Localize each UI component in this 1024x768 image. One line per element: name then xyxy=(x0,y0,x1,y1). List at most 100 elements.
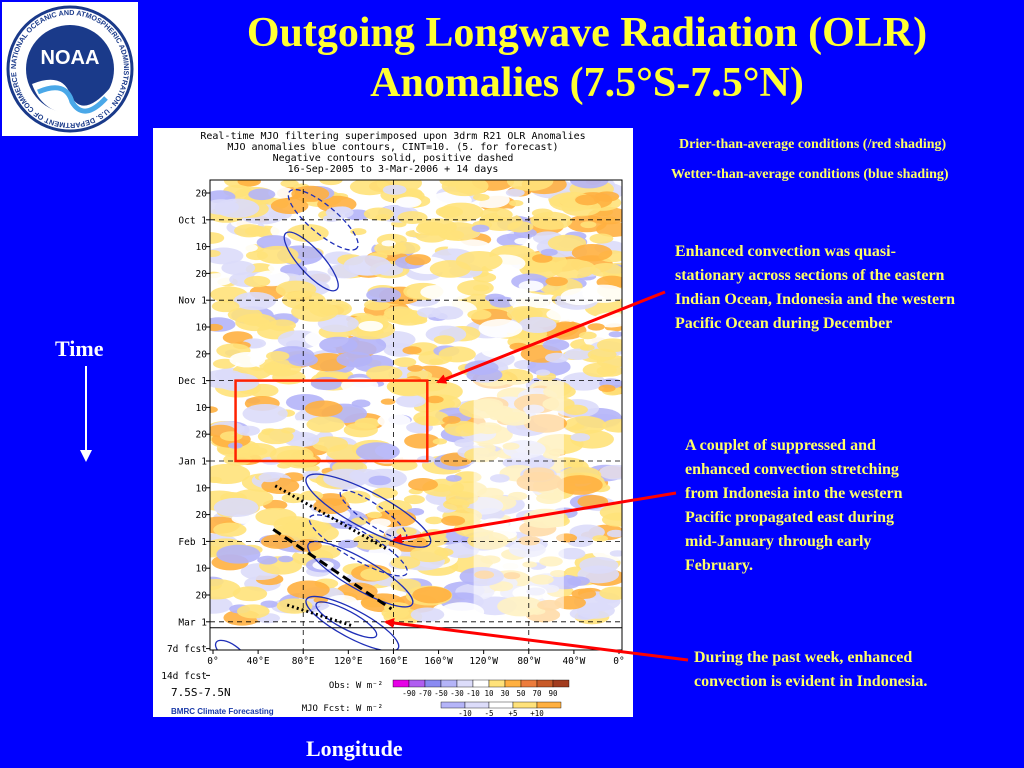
anomaly-blob xyxy=(413,410,450,426)
anomaly-blob xyxy=(415,222,448,236)
anomaly-blob xyxy=(598,384,616,393)
anomaly-blob xyxy=(236,604,270,619)
x-tick-label: 160°E xyxy=(379,656,408,667)
obs-colorbar-cell xyxy=(408,679,426,688)
x-tick-label: 80°W xyxy=(517,656,540,667)
y-tick-label: 10 xyxy=(196,403,208,414)
anomaly-blob xyxy=(210,232,225,244)
anomaly-blob xyxy=(571,588,597,600)
anomaly-blob xyxy=(221,260,256,276)
anomaly-blob xyxy=(545,276,568,287)
anomaly-blob xyxy=(535,369,551,376)
fcst-colorbar-label: -10 xyxy=(458,709,472,717)
obs-colorbar-label: 30 xyxy=(500,689,510,698)
anomaly-blob xyxy=(210,250,221,258)
anomaly-blob xyxy=(211,300,240,313)
anomaly-blob xyxy=(473,284,490,292)
fcst-colorbar-label: -5 xyxy=(484,709,493,717)
obs-colorbar-label: -30 xyxy=(450,689,464,698)
obs-colorbar-cell xyxy=(488,679,506,688)
anomaly-blob xyxy=(319,180,343,186)
anomaly-blob xyxy=(213,522,247,537)
anomaly-blob xyxy=(214,198,260,218)
anomaly-blob xyxy=(291,185,330,202)
anomaly-blob xyxy=(236,425,260,436)
anomaly-blob xyxy=(397,211,428,225)
anomaly-blob xyxy=(598,464,622,480)
obs-colorbar-cell xyxy=(552,679,570,688)
anomaly-blob xyxy=(257,555,278,565)
mjo-contour xyxy=(287,188,359,251)
obs-colorbar-cell xyxy=(504,679,522,688)
chart-header-line: MJO anomalies blue contours, CINT=10. (5… xyxy=(227,142,558,153)
anomaly-blob xyxy=(280,427,296,434)
fcst-colorbar-label: +10 xyxy=(530,709,544,717)
obs-label: Obs: W m⁻² xyxy=(329,681,383,691)
anomaly-blob xyxy=(276,598,313,614)
anomaly-blob xyxy=(440,230,465,241)
anomaly-blob xyxy=(366,287,402,303)
anomaly-blob xyxy=(569,180,609,189)
anomaly-blob xyxy=(371,487,398,499)
anomaly-blob xyxy=(438,202,484,222)
anomaly-blob xyxy=(395,394,426,408)
noaa-logo: NOAA NATIONAL OCEANIC AND ATMOSPHERIC AD… xyxy=(2,2,138,136)
anomaly-blob xyxy=(532,253,553,263)
drier-note: Drier-than-average conditions (/red shad… xyxy=(679,137,947,152)
anomaly-blob xyxy=(587,323,605,331)
anomaly-blob xyxy=(478,319,523,338)
anomaly-blob xyxy=(425,516,443,525)
anomaly-blob xyxy=(210,406,218,413)
anomaly-blob xyxy=(216,544,261,564)
x-tick-label: 0° xyxy=(207,656,218,667)
propagation-line xyxy=(272,528,393,611)
region-label: 7.5S-7.5N xyxy=(171,686,231,699)
quiet-region xyxy=(473,380,564,622)
anomaly-blob xyxy=(579,556,619,574)
anomaly-blob xyxy=(210,476,222,483)
obs-colorbar-label: 10 xyxy=(484,689,494,698)
slide-title-line-2: Anomalies (7.5°S-7.5°N) xyxy=(370,60,804,106)
x-tick-label: 0° xyxy=(613,656,624,667)
y-tick-label: 7d fcst xyxy=(167,644,207,655)
anomaly-blob xyxy=(438,602,485,622)
anomaly-blob xyxy=(420,529,447,541)
anomaly-blob xyxy=(443,542,479,559)
anomaly-blob xyxy=(216,372,260,392)
anomaly-blob xyxy=(260,600,278,608)
anomaly-blob xyxy=(358,320,384,332)
anomaly-blob xyxy=(291,301,339,322)
anomaly-blob xyxy=(392,242,421,254)
anomaly-blob xyxy=(454,438,475,448)
anomaly-blob xyxy=(395,196,422,208)
propagation-line xyxy=(274,484,389,551)
anomaly-blob xyxy=(229,352,266,368)
obs-colorbar-label: -70 xyxy=(418,689,432,698)
anomaly-blob xyxy=(387,378,430,397)
anomaly-blob xyxy=(286,224,329,243)
anomaly-blob xyxy=(473,193,490,201)
anomaly-blob xyxy=(550,259,596,279)
anomaly-blob xyxy=(306,416,345,433)
anomaly-blob xyxy=(592,535,609,542)
anomaly-blob xyxy=(507,221,534,233)
anomaly-blob xyxy=(506,180,554,191)
anomaly-blob xyxy=(438,346,476,363)
y-tick-label: 20 xyxy=(196,591,208,602)
anomaly-blob xyxy=(426,395,444,404)
noaa-logo-graphic: NOAA NATIONAL OCEANIC AND ATMOSPHERIC AD… xyxy=(6,5,134,133)
credit-label: BMRC Climate Forecasting xyxy=(171,707,274,716)
anomaly-blob xyxy=(349,180,390,196)
anomaly-blob xyxy=(281,492,306,504)
y-tick-label: 10 xyxy=(196,242,208,253)
anomaly-blob xyxy=(380,398,396,405)
anomaly-blob xyxy=(567,576,590,586)
y-tick-label: Feb 1 xyxy=(178,537,207,548)
anomaly-blob xyxy=(420,284,454,300)
y-tick-label: 20 xyxy=(196,349,208,360)
fcst-colorbar-cell xyxy=(512,701,538,709)
anomaly-blob xyxy=(210,273,234,286)
olr-hovmoller-chart: Real-time MJO filtering superimposed upo… xyxy=(153,128,633,717)
x-tick-label: 40°E xyxy=(247,656,270,667)
y-tick-label: 10 xyxy=(196,564,208,575)
